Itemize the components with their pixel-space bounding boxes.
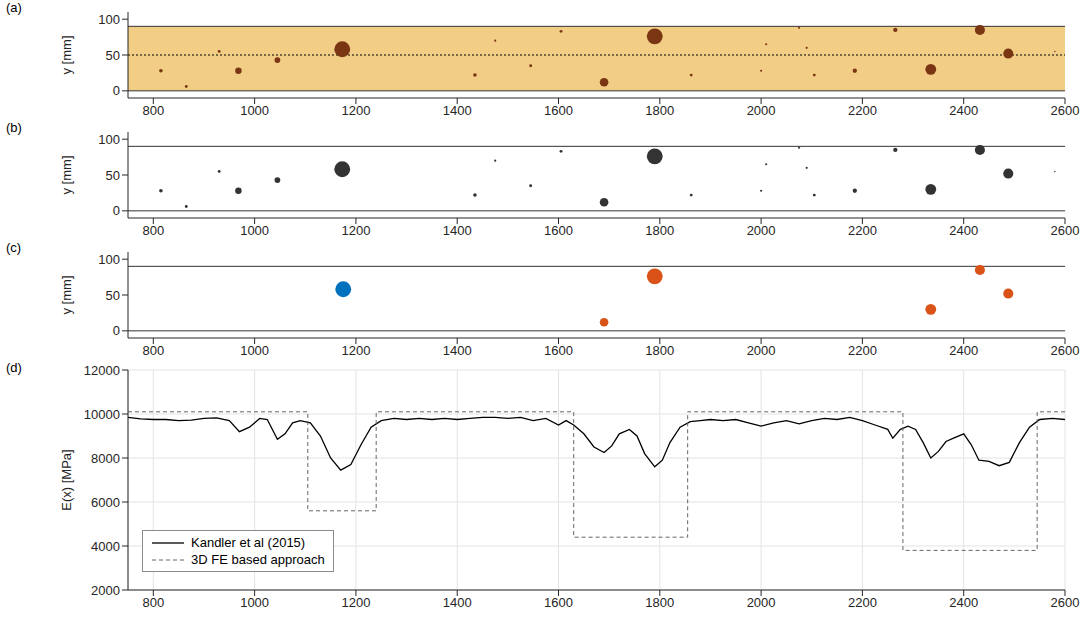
- svg-text:2000: 2000: [747, 595, 776, 610]
- svg-text:1800: 1800: [645, 595, 674, 610]
- svg-text:1200: 1200: [341, 223, 370, 238]
- html-text:(c): (c): [6, 240, 22, 255]
- svg-text:2000: 2000: [91, 583, 120, 598]
- svg-text:2600: 2600: [1051, 103, 1080, 118]
- svg-text:2600: 2600: [1051, 223, 1080, 238]
- svg-text:1800: 1800: [645, 223, 674, 238]
- svg-text:1800: 1800: [645, 343, 674, 358]
- svg-text:1400: 1400: [443, 343, 472, 358]
- svg-text:0: 0: [113, 83, 120, 98]
- svg-text:800: 800: [142, 103, 164, 118]
- svg-text:6000: 6000: [91, 495, 120, 510]
- svg-text:1200: 1200: [341, 103, 370, 118]
- svg-text:2200: 2200: [848, 595, 877, 610]
- svg-text:1400: 1400: [443, 595, 472, 610]
- svg-text:2000: 2000: [747, 103, 776, 118]
- svg-text:100: 100: [98, 252, 120, 267]
- svg-text:10000: 10000: [84, 407, 120, 422]
- svg-text:1600: 1600: [544, 343, 573, 358]
- html-text:(a): (a): [6, 0, 22, 15]
- html-text:(d): (d): [6, 360, 22, 375]
- svg-text:1000: 1000: [240, 223, 269, 238]
- html-text:Kandler et al (2015): Kandler et al (2015): [191, 535, 306, 550]
- svg-text:0: 0: [113, 323, 120, 338]
- svg-text:1200: 1200: [341, 595, 370, 610]
- svg-text:50: 50: [106, 168, 120, 183]
- svg-text:y [mm]: y [mm]: [59, 156, 74, 195]
- svg-text:2000: 2000: [747, 343, 776, 358]
- svg-text:800: 800: [142, 595, 164, 610]
- svg-text:50: 50: [106, 48, 120, 63]
- svg-text:1400: 1400: [443, 103, 472, 118]
- svg-text:1800: 1800: [645, 103, 674, 118]
- svg-text:2200: 2200: [848, 343, 877, 358]
- svg-text:y [mm]: y [mm]: [59, 276, 74, 315]
- svg-text:2200: 2200: [848, 103, 877, 118]
- svg-text:0: 0: [113, 203, 120, 218]
- svg-text:800: 800: [142, 343, 164, 358]
- svg-text:2600: 2600: [1051, 343, 1080, 358]
- svg-text:1400: 1400: [443, 223, 472, 238]
- svg-text:4000: 4000: [91, 539, 120, 554]
- svg-text:1600: 1600: [544, 103, 573, 118]
- svg-text:1000: 1000: [240, 343, 269, 358]
- svg-text:2400: 2400: [949, 343, 978, 358]
- svg-text:y [mm]: y [mm]: [59, 36, 74, 75]
- svg-text:12000: 12000: [84, 363, 120, 378]
- svg-text:8000: 8000: [91, 451, 120, 466]
- svg-text:2400: 2400: [949, 103, 978, 118]
- svg-text:2200: 2200: [848, 223, 877, 238]
- html-text:(b): (b): [6, 120, 22, 135]
- svg-text:1000: 1000: [240, 103, 269, 118]
- svg-text:2000: 2000: [747, 223, 776, 238]
- svg-text:1600: 1600: [544, 223, 573, 238]
- svg-text:100: 100: [98, 132, 120, 147]
- svg-text:800: 800: [142, 223, 164, 238]
- svg-text:1200: 1200: [341, 343, 370, 358]
- svg-text:1600: 1600: [544, 595, 573, 610]
- svg-text:50: 50: [106, 288, 120, 303]
- svg-text:E(x) [MPa]: E(x) [MPa]: [59, 449, 74, 510]
- svg-text:100: 100: [98, 12, 120, 27]
- svg-text:1000: 1000: [240, 595, 269, 610]
- svg-text:2400: 2400: [949, 223, 978, 238]
- html-text:3D FE based approach: 3D FE based approach: [191, 552, 325, 567]
- svg-text:2600: 2600: [1051, 595, 1080, 610]
- svg-text:2400: 2400: [949, 595, 978, 610]
